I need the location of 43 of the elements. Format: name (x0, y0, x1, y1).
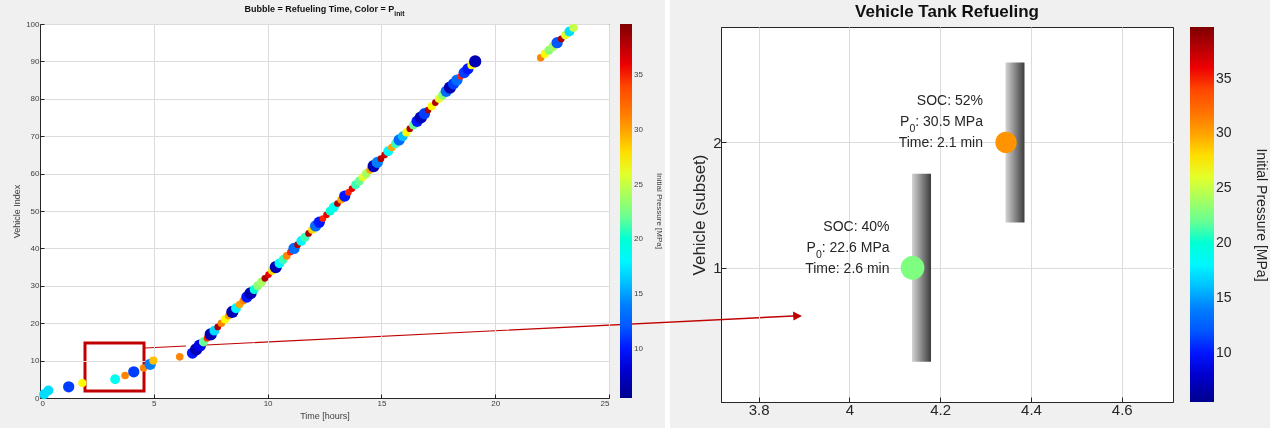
y-tick-label: 100 (26, 19, 41, 29)
y-tick-label: 30 (30, 281, 41, 291)
x-tick-label: 20 (491, 398, 501, 408)
x-tick-label: 5 (152, 398, 158, 408)
x-tick-label: 3.8 (748, 400, 770, 418)
annotation: SOC: 52% P$_{0}$: 30.5 MPa Time: 2.1 min (898, 92, 984, 151)
x-tick-label: 25 (600, 398, 611, 408)
y-tick-label: 2 (713, 133, 722, 151)
y-tick-label: 70 (30, 131, 41, 141)
color-bar-label: 10 (634, 343, 644, 353)
y-tick-label: 1 (713, 259, 722, 277)
color-bar-label: 35 (634, 70, 644, 80)
color-bar-label: 10 (1216, 343, 1232, 360)
color-bar-label: 25 (634, 179, 644, 189)
y-axis-title: Vehicle (subset) (690, 154, 710, 276)
y-tick-label: 50 (30, 206, 41, 216)
color-bar-label: 15 (634, 289, 644, 299)
color-bar-label: 30 (1216, 124, 1232, 141)
y-tick-label: 90 (30, 56, 41, 66)
x-tick-label: 10 (263, 398, 274, 408)
x-tick-label: 4.4 (1021, 400, 1042, 418)
color-bar-label: 30 (634, 125, 644, 135)
x-tick-label: 4.2 (930, 400, 952, 418)
y-tick-label: 40 (30, 243, 41, 253)
chart-title: Vehicle Tank Refueling (855, 2, 1039, 21)
x-tick-label: 15 (377, 398, 387, 408)
x-tick-label: 4 (845, 400, 855, 418)
y-axis-title: Vehicle Index (12, 184, 23, 239)
color-bar-title: Initial Pressure [MPa] (655, 172, 664, 250)
color-bar-label: 20 (634, 234, 644, 244)
y-tick-label: 80 (30, 94, 41, 104)
color-bar-label: 25 (1216, 179, 1232, 196)
chart-title: Bubble = Refueling Time, Color = P$_{init}$ (244, 4, 406, 17)
y-tick-label: 20 (30, 318, 41, 328)
annotation: SOC: 40% P$_{0}$: 22.6 MPa Time: 2.6 min (805, 217, 890, 276)
x-tick-label: 4.6 (1111, 400, 1133, 418)
color-bar-label: 20 (1216, 234, 1232, 251)
y-tick-label: 10 (30, 356, 41, 366)
x-axis-title: Time [hours] (300, 410, 350, 421)
y-tick-label: 60 (30, 169, 41, 179)
color-bar-title: Initial Pressure [MPa] (1254, 148, 1270, 282)
color-bar-label: 15 (1216, 288, 1232, 305)
color-bar-label: 35 (1216, 69, 1232, 86)
